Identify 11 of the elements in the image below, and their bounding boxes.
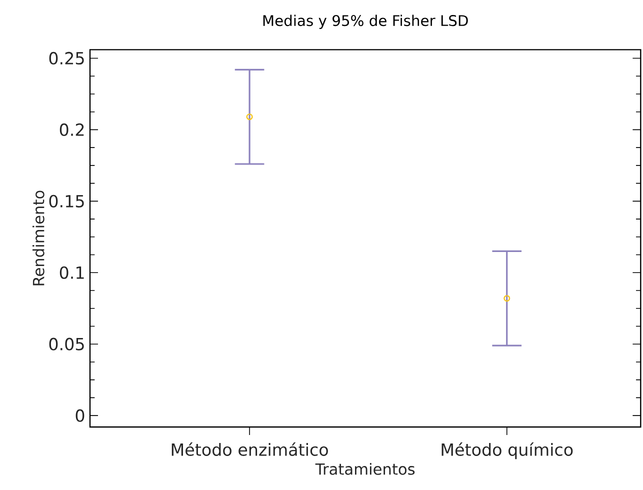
y-tick-label: 0.05 — [49, 338, 84, 350]
y-tick-label: 0.2 — [60, 123, 84, 136]
x-tick-label: Método químico — [442, 442, 573, 460]
y-tick-label: 0.15 — [49, 194, 84, 208]
y-axis-title: Rendimiento — [32, 190, 44, 286]
chart-title: Medias y 95% de Fisher LSD — [263, 14, 468, 29]
x-axis-title: Tratamientos — [315, 463, 415, 475]
y-tick-label: 0.25 — [49, 52, 84, 65]
x-tick-label: Método enzimático — [172, 442, 328, 456]
y-tick-label: 0 — [76, 409, 84, 422]
y-tick-label: 0.1 — [60, 266, 84, 279]
